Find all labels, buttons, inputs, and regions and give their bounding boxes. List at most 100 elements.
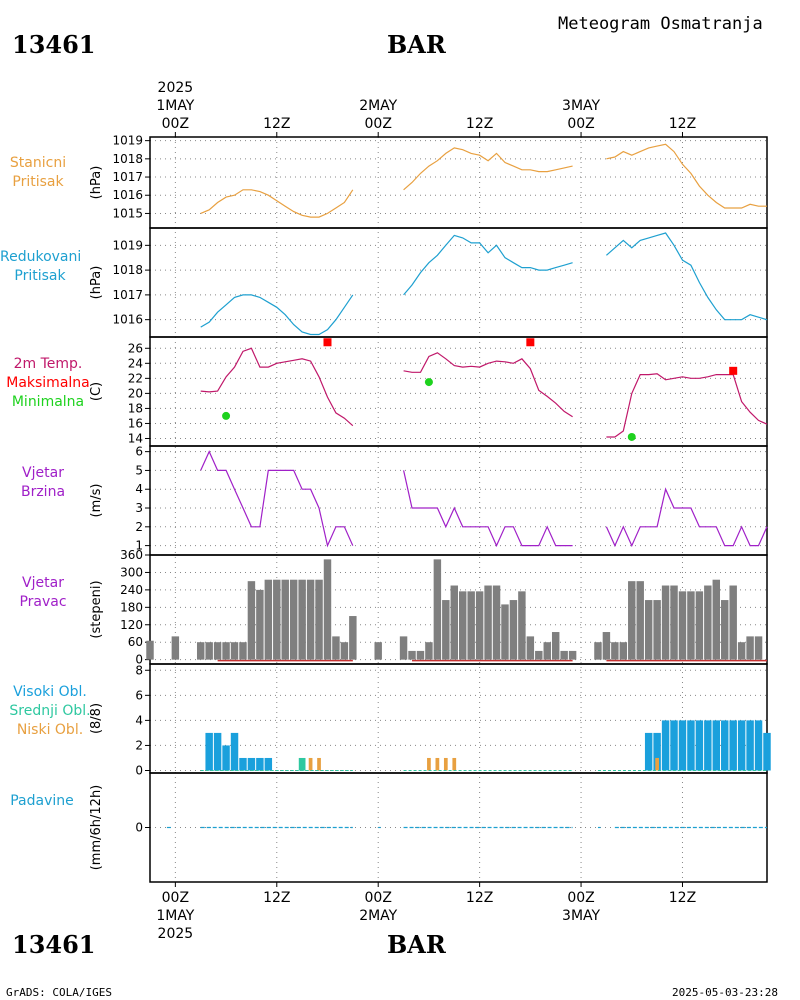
y-tick-label: 360 <box>120 548 143 562</box>
reduced-pressure-line <box>200 294 354 336</box>
wind-direction-bar <box>433 559 442 660</box>
x-time-label-top: 12Z <box>669 116 696 132</box>
wind-direction-bar <box>450 585 458 660</box>
station-pressure-line <box>200 189 354 218</box>
x-time-label-bottom: 12Z <box>263 890 290 906</box>
wind-direction-bar <box>712 579 721 660</box>
panel-frame <box>149 227 768 338</box>
low-cloud-bar <box>308 757 313 771</box>
x-year-label-bottom: 2025 <box>158 926 194 942</box>
t-max-marker <box>729 366 738 375</box>
wind-direction-bar <box>408 650 416 660</box>
wind-speed-line <box>200 450 354 548</box>
wind-direction-bar <box>340 642 349 660</box>
station-pressure-line <box>403 147 573 191</box>
label-line: 2m Temp. <box>13 356 83 372</box>
wind-direction-bar <box>560 650 568 660</box>
wind-direction-bar <box>256 589 264 660</box>
y-tick-label: 1015 <box>112 206 143 220</box>
y-tick-label: 26 <box>128 341 143 355</box>
wind-direction-bar <box>281 579 289 660</box>
y-tick-label: 1017 <box>112 288 143 302</box>
wind-direction-bar <box>239 642 247 660</box>
wind-direction-bar <box>247 581 256 660</box>
label-line: Pritisak <box>12 174 64 190</box>
high-cloud-bar <box>661 720 670 771</box>
label-line: Srednji Obl. <box>9 703 91 719</box>
wind-direction-bar <box>653 600 661 660</box>
x-time-label-top: 12Z <box>263 116 290 132</box>
y-tick-label: 6 <box>135 445 143 459</box>
wind-direction-bar <box>213 642 222 660</box>
label-line: Maksimalna <box>6 375 90 391</box>
y-tick-label: 20 <box>128 386 143 400</box>
temperature-line <box>403 352 573 418</box>
label-wind-direction: Vjetar Pravac <box>0 574 86 612</box>
wind-direction-bar <box>509 600 518 660</box>
high-cloud-bar <box>763 732 771 771</box>
label-reduced-pressure: Redukovani Pritisak <box>0 248 81 286</box>
x-time-label-bottom: 00Z <box>162 890 189 906</box>
y-tick-label: 60 <box>128 635 143 649</box>
x-time-label-bottom: 12Z <box>669 890 696 906</box>
y-tick-label: 1017 <box>112 170 143 184</box>
high-cloud-bar <box>687 720 695 771</box>
y-tick-label: 0 <box>135 821 143 835</box>
low-cloud-bar <box>655 757 659 771</box>
y-tick-label: 2 <box>135 520 143 534</box>
y-tick-label: 1019 <box>112 238 143 252</box>
label-line: Pritisak <box>14 268 66 284</box>
wind-direction-bar <box>264 579 273 660</box>
high-cloud-bar <box>737 720 746 771</box>
x-time-label-top: 00Z <box>162 116 189 132</box>
t-max-marker <box>323 338 332 347</box>
meteogram-title: Meteogram Osmatranja <box>558 14 763 34</box>
label-line: Pravac <box>19 594 67 610</box>
wind-direction-bar <box>205 642 213 660</box>
t-min-marker <box>424 378 433 387</box>
y-tick-label: 1019 <box>112 134 143 148</box>
t-max-marker <box>526 338 535 347</box>
label-line: Visoki Obl. <box>13 684 87 700</box>
station-pressure-line <box>606 143 767 209</box>
wind-direction-bar <box>535 650 543 660</box>
high-cloud-bar <box>644 732 653 771</box>
wind-direction-bar <box>146 640 154 660</box>
wind-direction-bar <box>678 591 687 660</box>
temperature-line <box>606 373 768 438</box>
y-tick-label: 240 <box>120 583 143 597</box>
y-axis-title: (mm/6h/12h) <box>89 785 104 871</box>
high-cloud-bar <box>721 720 729 771</box>
wind-direction-bar <box>568 650 577 660</box>
high-cloud-bar <box>670 720 678 771</box>
y-tick-label: 8 <box>135 663 143 677</box>
label-station-pressure: Stanicni Pritisak <box>0 154 76 192</box>
label-temperature: 2m Temp. Maksimalna Minimalna <box>0 355 96 412</box>
y-tick-label: 0 <box>135 763 143 777</box>
wind-direction-bar <box>526 636 535 660</box>
wind-direction-bar <box>644 600 653 660</box>
high-cloud-bar <box>746 720 754 771</box>
label-line: Minimalna <box>11 394 85 410</box>
low-cloud-bar <box>452 757 457 771</box>
high-cloud-bar <box>653 732 661 771</box>
wind-direction-bar <box>687 591 695 660</box>
wind-direction-bar <box>222 642 230 660</box>
station-name-top: BAR <box>387 30 446 59</box>
high-cloud-bar <box>729 720 737 771</box>
wind-direction-bar <box>636 581 644 660</box>
wind-direction-bar <box>721 600 729 660</box>
label-cloud-cover: Visoki Obl. Srednji Obl. Niski Obl. <box>0 683 100 740</box>
x-date-label-top: 2MAY <box>359 98 397 114</box>
high-cloud-bar <box>678 720 687 771</box>
low-cloud-bar <box>443 757 448 771</box>
wind-direction-bar <box>399 636 408 660</box>
wind-direction-bar <box>551 632 560 660</box>
x-date-label-bottom: 3MAY <box>562 908 600 924</box>
y-tick-label: 14 <box>128 431 143 445</box>
y-tick-label: 5 <box>135 463 143 477</box>
y-tick-label: 1018 <box>112 152 143 166</box>
high-cloud-bar <box>256 757 264 771</box>
reduced-pressure-line <box>403 234 573 296</box>
low-cloud-bar <box>317 757 321 771</box>
